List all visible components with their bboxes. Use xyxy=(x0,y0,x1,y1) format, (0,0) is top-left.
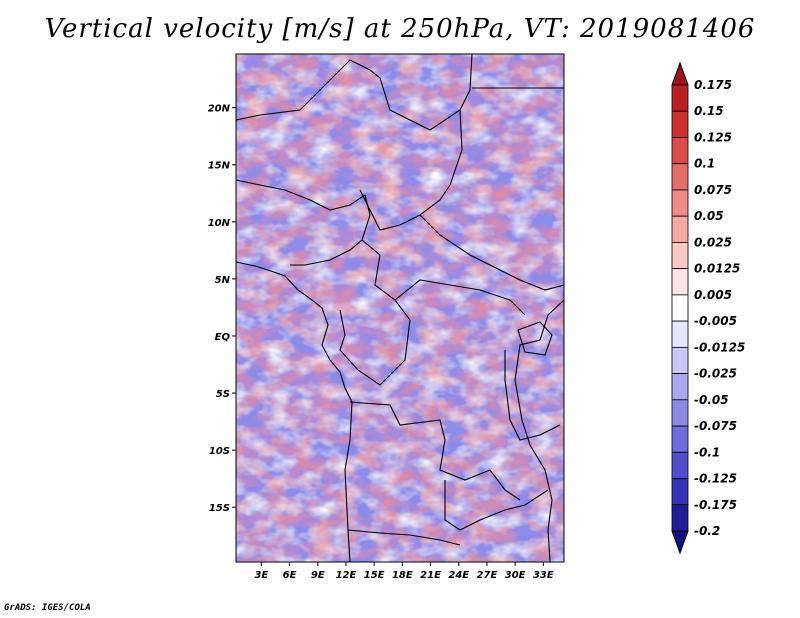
colorbar-swatch xyxy=(671,478,689,506)
colorbar-label: 0.125 xyxy=(694,130,732,144)
y-tick-label: 5N xyxy=(215,275,231,286)
colorbar-label: -0.075 xyxy=(694,419,737,433)
colorbar-swatch xyxy=(671,242,689,270)
y-tick-label: 15N xyxy=(208,161,231,172)
border-sahara-1 xyxy=(236,54,473,131)
coastline-east xyxy=(514,299,564,562)
y-tick-label: 10S xyxy=(209,446,230,457)
colorbar-swatch xyxy=(671,451,689,479)
border-drc-south xyxy=(349,401,521,501)
colorbar-label: -0.2 xyxy=(694,524,720,538)
colorbar-swatch xyxy=(671,294,689,322)
field-background xyxy=(236,54,564,562)
colorbar-swatch xyxy=(671,189,689,217)
chart-title: Vertical velocity [m/s] at 250hPa, VT: 2… xyxy=(44,14,756,44)
y-tick-label: 5S xyxy=(216,389,230,400)
colorbar-swatch xyxy=(671,268,689,296)
border-central-1 xyxy=(290,194,371,266)
border-central-2 xyxy=(361,239,526,316)
colorbar-label: 0.075 xyxy=(694,183,732,197)
border-zambia xyxy=(444,480,549,531)
colorbar-swatch xyxy=(671,215,689,243)
lake-victoria xyxy=(517,321,553,356)
x-tick-label: 15E xyxy=(364,570,385,581)
country-borders xyxy=(236,54,564,562)
y-tick-label: 10N xyxy=(208,218,231,229)
colorbar-swatch xyxy=(671,504,689,532)
x-axis: 3E 6E 9E 12E 15E 18E 21E 24E 27E 30E 33E xyxy=(254,562,554,581)
software-credit: GrADS: IGES/COLA xyxy=(4,603,91,613)
colorbar-swatch xyxy=(671,425,689,453)
colorbar-label: 0.05 xyxy=(694,209,724,223)
border-angola xyxy=(347,529,461,546)
border-central-3 xyxy=(419,214,564,291)
colorbar: 0.175 0.15 0.125 0.1 0.075 0.05 0.025 0.0125 0.0… xyxy=(671,61,745,555)
colorbar-swatch xyxy=(671,320,689,348)
x-tick-label: 3E xyxy=(254,570,268,581)
y-tick-label: 15S xyxy=(209,503,230,514)
border-west-africa xyxy=(236,179,366,211)
colorbar-label: -0.1 xyxy=(694,445,720,459)
colorbar-label: -0.005 xyxy=(694,314,737,328)
y-tick-label: EQ xyxy=(215,332,231,343)
colorbar-label: 0.005 xyxy=(694,288,732,302)
x-tick-label: 27E xyxy=(477,570,498,581)
y-axis: 20N 15N 10N 5N EQ 5S 10S 15S xyxy=(208,104,236,514)
colorbar-swatch xyxy=(671,110,689,138)
colorbar-swatch xyxy=(671,346,689,374)
colorbar-label: -0.125 xyxy=(694,472,737,486)
x-tick-label: 21E xyxy=(420,570,441,581)
plot-frame xyxy=(235,53,565,563)
colorbar-label: -0.05 xyxy=(694,393,729,407)
colorbar-swatch xyxy=(671,137,689,165)
y-tick-label: 20N xyxy=(208,104,231,115)
border-tanzania xyxy=(504,350,561,441)
colorbar-label: 0.15 xyxy=(694,104,724,118)
colorbar-label: 0.1 xyxy=(694,157,715,171)
x-tick-label: 18E xyxy=(392,570,413,581)
colorbar-swatch xyxy=(671,84,689,112)
colorbar-label: 0.0125 xyxy=(694,262,740,276)
colorbar-swatch xyxy=(671,373,689,401)
field-area xyxy=(236,54,564,562)
x-tick-label: 33E xyxy=(533,570,554,581)
colorbar-label: 0.025 xyxy=(694,235,732,249)
colorbar-label: -0.0125 xyxy=(694,340,745,354)
colorbar-swatch xyxy=(671,163,689,191)
colorbar-top-arrow xyxy=(671,61,689,86)
x-tick-label: 9E xyxy=(311,570,325,581)
coastline-west xyxy=(236,261,353,562)
colorbar-bottom-arrow xyxy=(671,530,689,555)
border-congo xyxy=(339,299,411,386)
x-tick-label: 12E xyxy=(336,570,357,581)
colorbar-swatch xyxy=(671,399,689,427)
x-tick-label: 30E xyxy=(505,570,526,581)
x-tick-label: 24E xyxy=(448,570,469,581)
colorbar-label: -0.175 xyxy=(694,498,737,512)
colorbar-label: 0.175 xyxy=(694,78,732,92)
colorbar-label: -0.025 xyxy=(694,367,737,381)
x-tick-label: 6E xyxy=(283,570,297,581)
